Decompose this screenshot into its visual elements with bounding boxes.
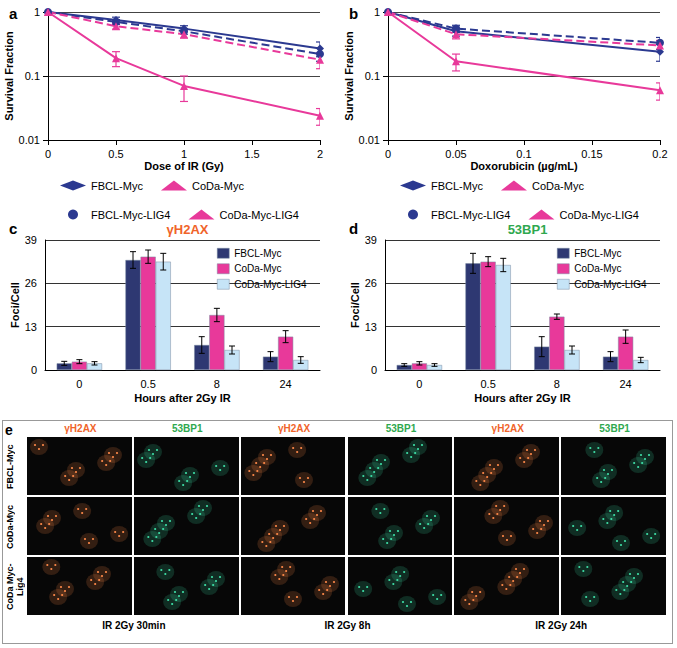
- svg-text:0.01: 0.01: [19, 134, 40, 146]
- svg-text:CoDa-Myc: CoDa-Myc: [574, 263, 621, 274]
- svg-text:FBCL-Myc: FBCL-Myc: [574, 248, 621, 259]
- svg-text:1: 1: [34, 6, 40, 18]
- svg-text:26: 26: [365, 277, 377, 289]
- svg-text:1: 1: [181, 148, 187, 160]
- svg-text:0.2: 0.2: [652, 148, 667, 160]
- html-text:e: e: [5, 422, 13, 438]
- svg-text:26: 26: [25, 277, 37, 289]
- html-text:CoDa-Myc: CoDa-Myc: [5, 505, 15, 549]
- svg-text:1.5: 1.5: [244, 148, 259, 160]
- svg-text:CoDa-Myc-LIG4: CoDa-Myc-LIG4: [559, 209, 638, 221]
- html-text:53BP1: 53BP1: [599, 423, 630, 434]
- svg-text:CoDa-Myc-LIG4: CoDa-Myc-LIG4: [234, 279, 307, 290]
- html-text:γH2AX: γH2AX: [64, 423, 97, 434]
- svg-text:Hours after 2Gy IR: Hours after 2Gy IR: [474, 392, 571, 404]
- svg-text:γH2AX: γH2AX: [167, 222, 209, 237]
- svg-text:0.1: 0.1: [516, 148, 531, 160]
- svg-text:8: 8: [554, 378, 560, 390]
- svg-text:Survival Fraction: Survival Fraction: [343, 31, 355, 121]
- html-text:FBCL-Myc: FBCL-Myc: [5, 444, 15, 490]
- svg-text:FBCL-Myc-LIG4: FBCL-Myc-LIG4: [431, 209, 510, 221]
- svg-text:0: 0: [45, 148, 51, 160]
- svg-text:0: 0: [76, 378, 82, 390]
- svg-text:0.5: 0.5: [480, 378, 495, 390]
- svg-text:0.05: 0.05: [445, 148, 466, 160]
- html-text:IR 2Gy 8h: IR 2Gy 8h: [324, 620, 371, 631]
- svg-text:CoDa-Myc: CoDa-Myc: [192, 180, 244, 192]
- svg-text:0: 0: [371, 364, 377, 376]
- svg-text:13: 13: [25, 321, 37, 333]
- svg-text:CoDa-Myc-LIG4: CoDa-Myc-LIG4: [574, 279, 647, 290]
- svg-text:CoDa-Myc: CoDa-Myc: [234, 263, 281, 274]
- svg-text:d: d: [349, 220, 358, 237]
- html-text:IR 2Gy 24h: IR 2Gy 24h: [535, 620, 587, 631]
- html-text:γH2AX: γH2AX: [277, 423, 311, 434]
- svg-text:24: 24: [280, 378, 292, 390]
- svg-text:0.15: 0.15: [581, 148, 602, 160]
- svg-text:Doxorubicin (µg/mL): Doxorubicin (µg/mL): [470, 160, 578, 172]
- svg-text:c: c: [9, 220, 17, 237]
- svg-text:0.01: 0.01: [359, 134, 380, 146]
- html-text:53BP1: 53BP1: [172, 423, 203, 434]
- svg-text:13: 13: [365, 321, 377, 333]
- svg-text:0: 0: [31, 364, 37, 376]
- svg-text:24: 24: [620, 378, 632, 390]
- svg-text:0.5: 0.5: [108, 148, 123, 160]
- html-text:IR 2Gy 30min: IR 2Gy 30min: [102, 620, 166, 631]
- html-text:CoDa Myc-Lig4: CoDa Myc-Lig4: [5, 563, 25, 611]
- svg-text:0.1: 0.1: [365, 70, 380, 82]
- svg-text:FBCL-Myc: FBCL-Myc: [431, 180, 483, 192]
- svg-text:1: 1: [374, 6, 380, 18]
- html-text:53BP1: 53BP1: [385, 423, 417, 434]
- svg-text:Foci/Cell: Foci/Cell: [9, 282, 21, 328]
- svg-text:8: 8: [214, 378, 220, 390]
- svg-text:FBCL-Myc: FBCL-Myc: [234, 248, 281, 259]
- svg-text:b: b: [349, 5, 358, 22]
- html-text:γH2AX: γH2AX: [491, 423, 524, 434]
- svg-text:FBCL-Myc: FBCL-Myc: [91, 180, 143, 192]
- svg-text:a: a: [9, 5, 18, 22]
- svg-text:Foci/Cell: Foci/Cell: [349, 282, 361, 328]
- svg-text:39: 39: [25, 234, 37, 246]
- svg-text:0.1: 0.1: [25, 70, 40, 82]
- svg-text:53BP1: 53BP1: [508, 222, 548, 237]
- svg-text:CoDa-Myc-LIG4: CoDa-Myc-LIG4: [219, 209, 298, 221]
- svg-text:Dose of IR (Gy): Dose of IR (Gy): [144, 160, 224, 172]
- svg-text:CoDa-Myc: CoDa-Myc: [532, 180, 584, 192]
- svg-text:39: 39: [365, 234, 377, 246]
- svg-text:0: 0: [385, 148, 391, 160]
- svg-text:Survival Fraction: Survival Fraction: [3, 31, 15, 121]
- svg-text:Hours after 2Gy IR: Hours after 2Gy IR: [134, 392, 231, 404]
- svg-text:FBCL-Myc-LIG4: FBCL-Myc-LIG4: [91, 209, 170, 221]
- svg-text:0: 0: [416, 378, 422, 390]
- svg-text:0.5: 0.5: [140, 378, 155, 390]
- svg-text:2: 2: [317, 148, 323, 160]
